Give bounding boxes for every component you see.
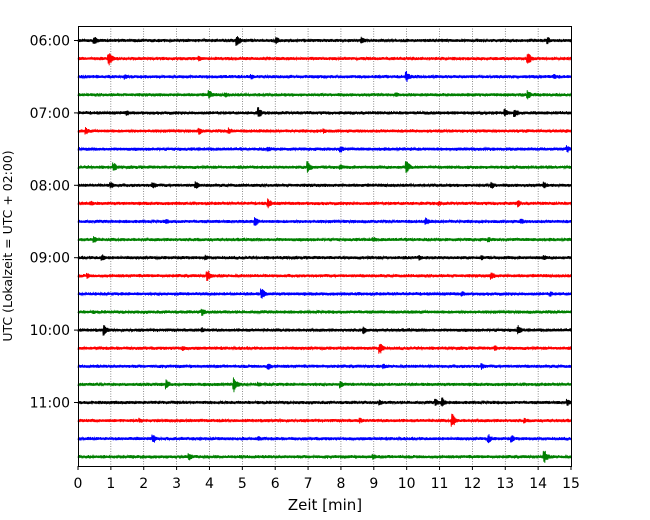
trace-0845 (77, 236, 572, 243)
x-tick-label: 8 (336, 476, 345, 492)
x-tick-label: 11 (431, 476, 449, 492)
trace-1145 (77, 450, 572, 463)
trace-1100 (77, 397, 572, 407)
trace-0715 (77, 127, 572, 135)
trace-0615 (77, 53, 572, 66)
y-tick-label: 07:00 (30, 106, 70, 122)
x-tick-label: 0 (74, 476, 83, 492)
x-tick-label: 4 (205, 476, 214, 492)
trace-group (77, 36, 572, 463)
x-tick-label: 2 (139, 476, 148, 492)
trace-0645 (77, 90, 572, 100)
trace-1015 (77, 343, 572, 354)
plot-frame (78, 26, 572, 467)
x-tick-label: 15 (562, 476, 580, 492)
y-tick-label: 09:00 (30, 251, 70, 267)
y-tick-label: 06:00 (30, 34, 70, 50)
x-tick-label: 14 (529, 476, 547, 492)
y-tick-label: 10:00 (30, 323, 70, 339)
trace-0915 (77, 270, 572, 281)
trace-0745 (77, 161, 572, 173)
x-tick-label: 3 (172, 476, 181, 492)
trace-0730 (77, 145, 572, 153)
trace-1130 (77, 434, 572, 444)
trace-0600 (77, 36, 572, 46)
y-axis-ticks: 06:00 07:00 08:00 09:00 10:00 11:00 (30, 34, 78, 412)
x-axis-label: Zeit [min] (288, 496, 362, 514)
trace-0830 (77, 217, 572, 226)
y-tick-label: 11:00 (30, 396, 70, 412)
trace-1000 (77, 325, 572, 336)
x-tick-label: 5 (238, 476, 247, 492)
x-tick-label: 7 (304, 476, 313, 492)
y-tick-label: 08:00 (30, 178, 70, 194)
x-axis-ticks: 0 1 2 3 4 5 6 7 8 9 10 11 12 13 14 15 (74, 466, 580, 492)
x-tick-label: 12 (463, 476, 481, 492)
trace-0800 (77, 181, 572, 189)
trace-0815 (77, 198, 572, 209)
trace-1030 (77, 363, 572, 370)
y-axis-label: UTC (Lokalzeit = UTC + 02:00) (0, 150, 15, 341)
trace-1115 (77, 413, 572, 427)
trace-0930 (77, 288, 572, 299)
vertical-grid (110, 26, 539, 466)
x-tick-label: 13 (496, 476, 514, 492)
x-tick-label: 1 (106, 476, 115, 492)
trace-0700 (77, 107, 572, 118)
trace-0945 (77, 308, 572, 316)
x-tick-label: 6 (271, 476, 280, 492)
x-tick-label: 10 (398, 476, 416, 492)
trace-0630 (77, 70, 572, 83)
x-tick-label: 9 (369, 476, 378, 492)
trace-1045 (77, 377, 572, 393)
trace-0900 (77, 254, 572, 261)
